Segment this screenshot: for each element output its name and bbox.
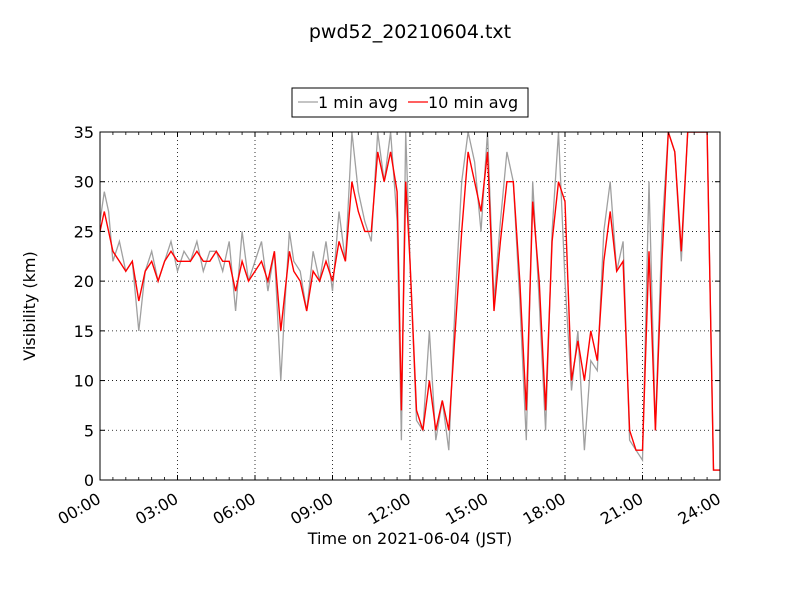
- y-tick-label: 35: [74, 123, 94, 142]
- x-tick-label: 24:00: [675, 489, 724, 529]
- y-tick-label: 0: [84, 471, 94, 490]
- y-tick-label: 30: [74, 173, 94, 192]
- x-tick-label: 12:00: [365, 489, 414, 529]
- x-tick-label: 15:00: [442, 489, 491, 529]
- x-tick-label: 09:00: [287, 489, 336, 529]
- series-layer: [100, 132, 720, 471]
- y-tick-label: 15: [74, 322, 94, 341]
- x-tick-label: 00:00: [55, 489, 104, 529]
- legend: 1 min avg 10 min avg: [291, 87, 529, 118]
- y-axis-label: Visibility (km): [20, 251, 39, 360]
- y-tick-label: 10: [74, 372, 94, 391]
- grid: [100, 132, 720, 480]
- x-tick-label: 06:00: [210, 489, 259, 529]
- series-line-1min: [100, 132, 720, 471]
- legend-label-10min: 10 min avg: [428, 93, 518, 112]
- legend-label-1min: 1 min avg: [318, 93, 398, 112]
- series-line-10min: [100, 132, 720, 471]
- y-tick-label: 25: [74, 222, 94, 241]
- chart-title: pwd52_20210604.txt: [309, 21, 511, 43]
- x-axis-label: Time on 2021-06-04 (JST): [307, 529, 512, 548]
- x-tick-label: 18:00: [520, 489, 569, 529]
- x-tick-label: 21:00: [597, 489, 646, 529]
- x-tick-label: 03:00: [132, 489, 181, 529]
- y-tick-label: 5: [84, 421, 94, 440]
- y-tick-label: 20: [74, 272, 94, 291]
- ticks: 00:00 03:00 06:00 09:00 12:00 15:00 18:00 21:00…: [55, 123, 724, 529]
